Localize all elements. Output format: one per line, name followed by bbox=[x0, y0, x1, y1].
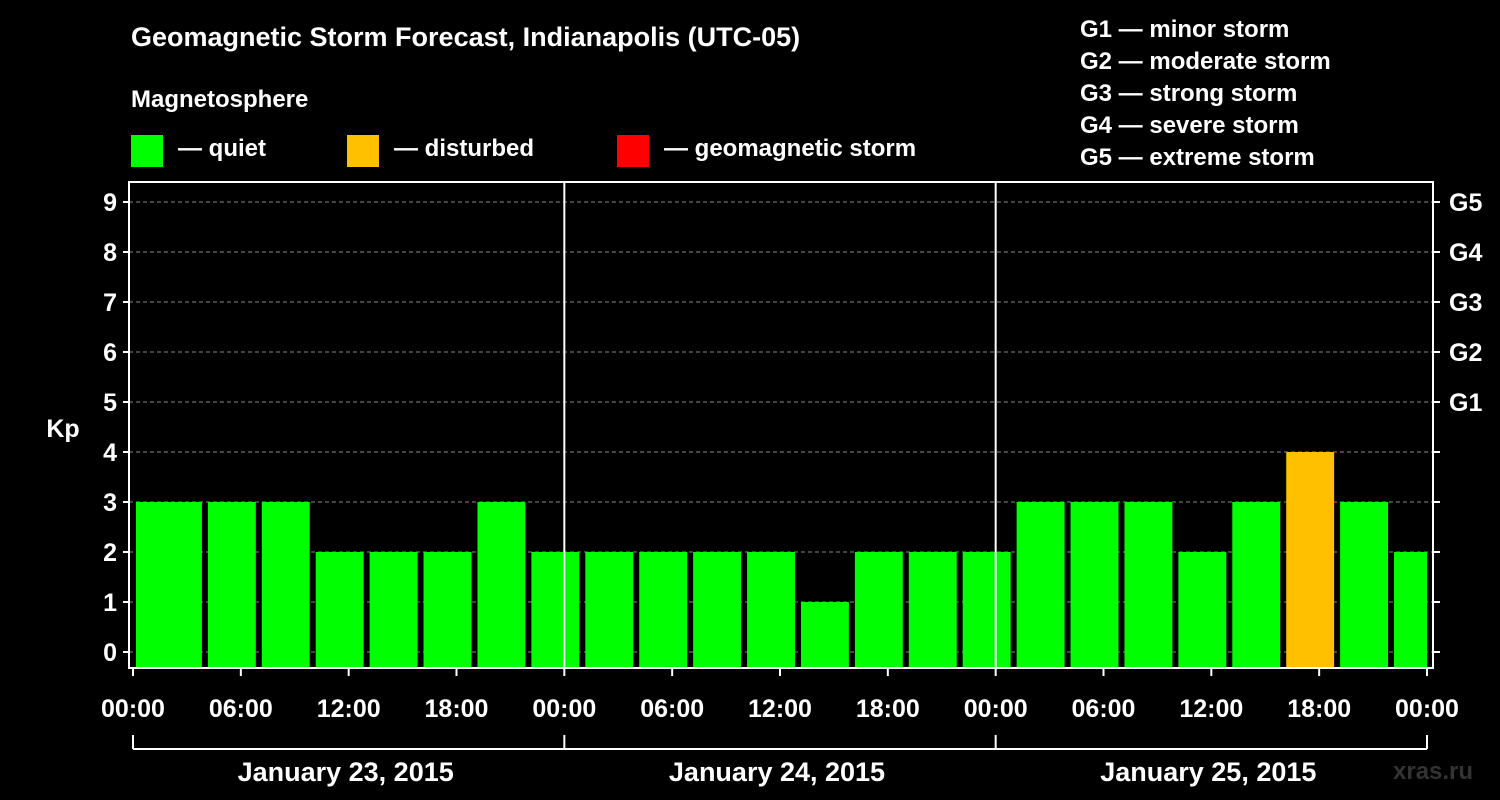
legend-swatch-quiet bbox=[131, 135, 163, 167]
y-tick-label: 3 bbox=[103, 489, 117, 517]
x-tick-label: 12:00 bbox=[317, 695, 381, 723]
y-tick-label: 8 bbox=[103, 239, 117, 267]
legend-swatch-storm bbox=[617, 135, 649, 167]
kp-bar bbox=[136, 502, 202, 668]
y-tick-label: 9 bbox=[103, 189, 117, 217]
x-tick-label: 00:00 bbox=[532, 695, 596, 723]
kp-bar bbox=[207, 502, 256, 668]
kp-bar bbox=[315, 552, 364, 668]
legend-title: Magnetosphere bbox=[131, 86, 309, 113]
legend-label-storm: — geomagnetic storm bbox=[664, 135, 917, 162]
y-tick-label: 7 bbox=[103, 289, 117, 317]
y-tick-label: 2 bbox=[103, 539, 117, 567]
kp-bar bbox=[369, 552, 418, 668]
kp-bar bbox=[585, 552, 634, 668]
g-axis-label: G4 bbox=[1449, 239, 1482, 267]
y-tick-label: 0 bbox=[103, 639, 117, 667]
kp-bar bbox=[693, 552, 742, 668]
x-tick-label: 18:00 bbox=[856, 695, 920, 723]
kp-bar bbox=[423, 552, 472, 668]
legend-swatch-disturbed bbox=[347, 135, 379, 167]
day-label: January 24, 2015 bbox=[669, 757, 885, 787]
kp-bar bbox=[1232, 502, 1281, 668]
x-tick-label: 18:00 bbox=[1287, 695, 1351, 723]
kp-bar bbox=[1178, 552, 1227, 668]
x-tick-label: 06:00 bbox=[209, 695, 273, 723]
x-tick-label: 00:00 bbox=[964, 695, 1028, 723]
chart-title: Geomagnetic Storm Forecast, Indianapolis… bbox=[131, 22, 801, 52]
g-axis-label: G1 bbox=[1449, 389, 1482, 417]
kp-bar bbox=[1016, 502, 1065, 668]
g-scale-item: G1 — minor storm bbox=[1080, 16, 1290, 43]
kp-bar bbox=[1340, 502, 1389, 668]
x-tick-label: 06:00 bbox=[1072, 695, 1136, 723]
kp-bar bbox=[1070, 502, 1119, 668]
kp-bar bbox=[1286, 452, 1335, 668]
g-axis-label: G5 bbox=[1449, 189, 1482, 217]
kp-bar bbox=[261, 502, 310, 668]
g-scale-item: G4 — severe storm bbox=[1080, 112, 1299, 139]
g-scale-item: G5 — extreme storm bbox=[1080, 144, 1315, 171]
g-scale-item: G3 — strong storm bbox=[1080, 80, 1298, 107]
y-tick-label: 6 bbox=[103, 339, 117, 367]
day-label: January 23, 2015 bbox=[238, 757, 454, 787]
legend-label-quiet: — quiet bbox=[178, 135, 266, 162]
g-axis-label: G3 bbox=[1449, 289, 1482, 317]
kp-bar bbox=[908, 552, 957, 668]
x-tick-label: 18:00 bbox=[425, 695, 489, 723]
day-label: January 25, 2015 bbox=[1100, 757, 1316, 787]
kp-bar bbox=[962, 552, 1011, 668]
kp-bar bbox=[800, 602, 849, 668]
watermark: xras.ru bbox=[1393, 758, 1474, 785]
kp-bar bbox=[531, 552, 580, 668]
x-tick-label: 06:00 bbox=[640, 695, 704, 723]
kp-bar bbox=[639, 552, 688, 668]
x-tick-label: 12:00 bbox=[748, 695, 812, 723]
legend-label-disturbed: — disturbed bbox=[394, 135, 535, 162]
g-scale-item: G2 — moderate storm bbox=[1080, 48, 1331, 75]
x-tick-label: 00:00 bbox=[1395, 695, 1459, 723]
y-tick-label: 4 bbox=[103, 439, 117, 467]
g-scale-legend: G1 — minor storm G2 — moderate storm G3 … bbox=[1080, 14, 1331, 174]
kp-bar bbox=[477, 502, 526, 668]
kp-bar bbox=[1124, 502, 1173, 668]
g-axis-label: G2 bbox=[1449, 339, 1482, 367]
kp-bar bbox=[1394, 552, 1427, 668]
x-tick-label: 12:00 bbox=[1179, 695, 1243, 723]
y-tick-label: 5 bbox=[103, 389, 117, 417]
kp-bar bbox=[854, 552, 903, 668]
kp-bar bbox=[747, 552, 795, 668]
y-axis-label: Kp bbox=[46, 415, 79, 443]
y-tick-label: 1 bbox=[103, 589, 117, 617]
x-tick-label: 00:00 bbox=[101, 695, 165, 723]
